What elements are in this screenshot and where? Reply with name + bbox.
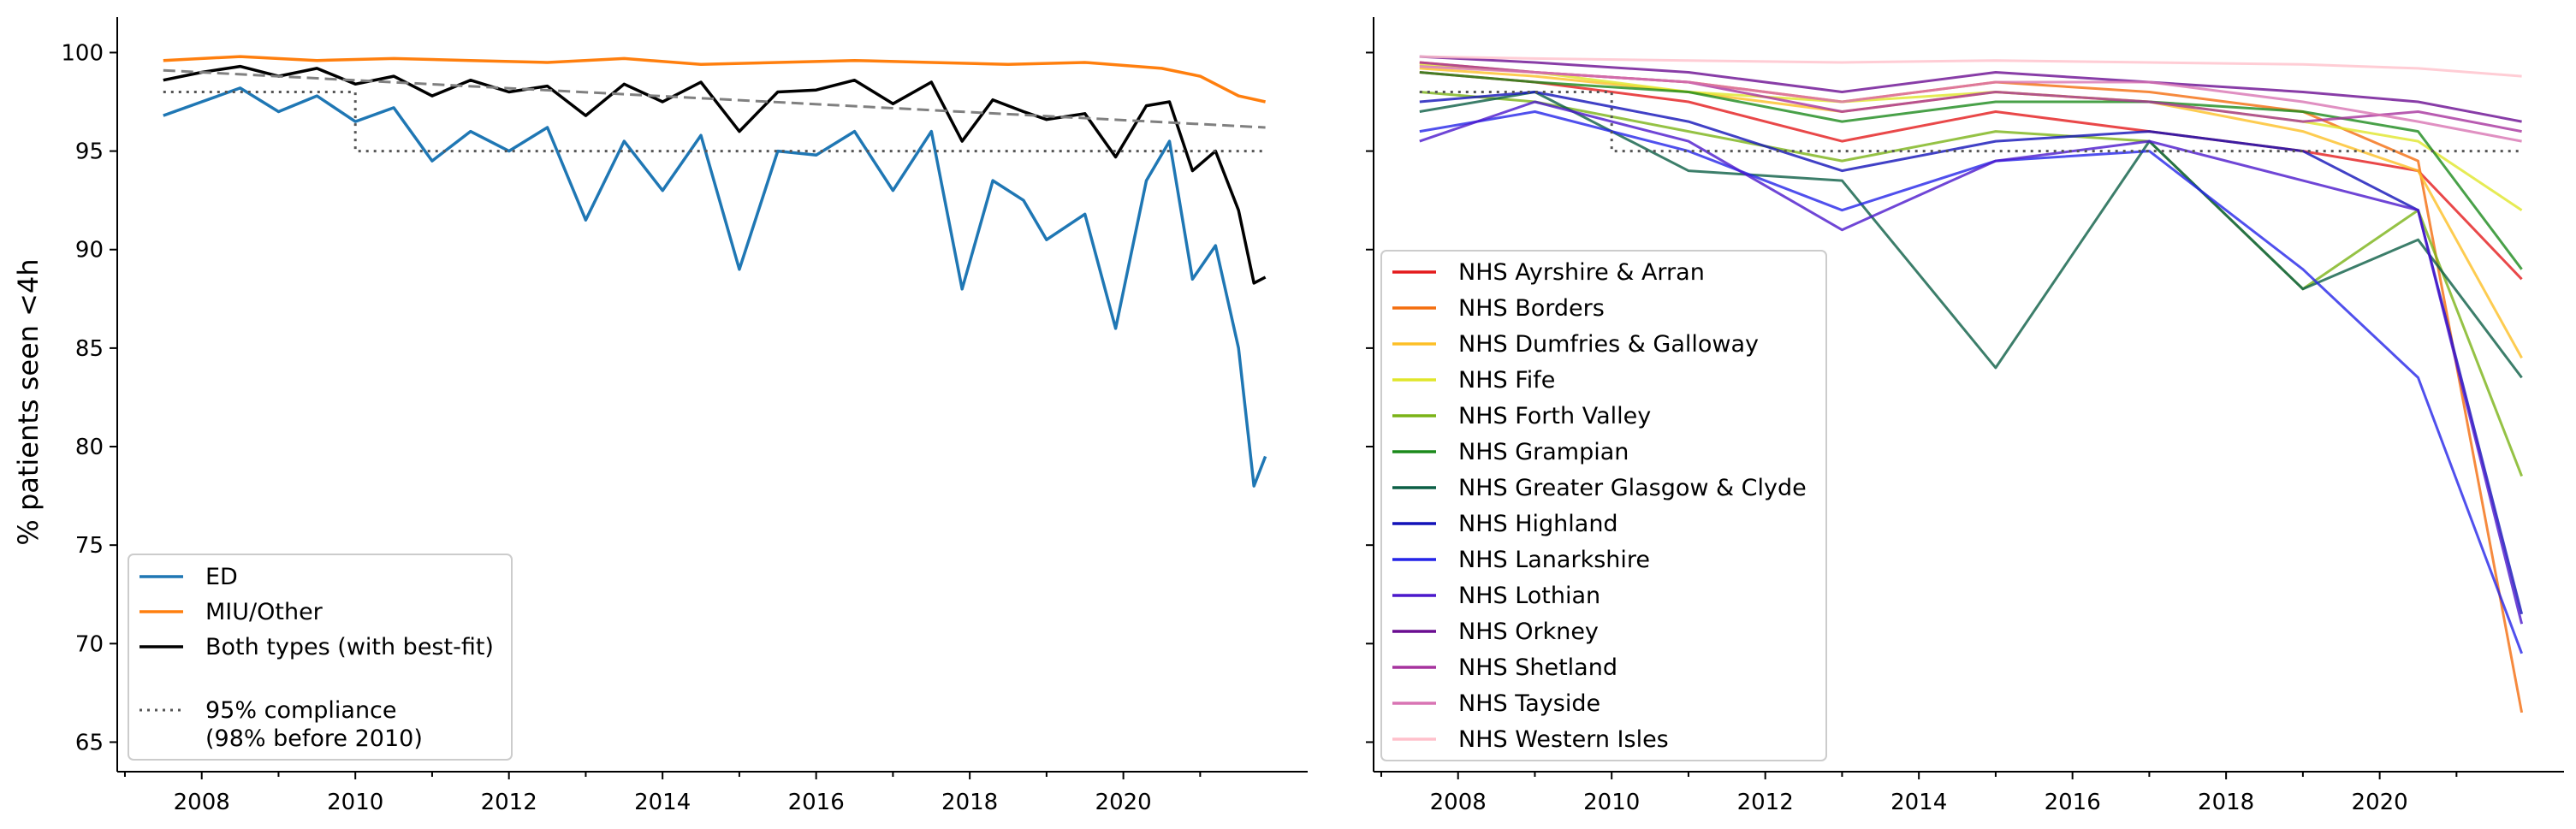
- y-tick-label: 70: [75, 631, 104, 657]
- y-tick-label: 100: [61, 40, 104, 66]
- series-line-9: [1419, 100, 2524, 625]
- series-line-7: [1419, 91, 2524, 615]
- legend-label-compliance: 95% compliance: [205, 697, 397, 724]
- y-tick-label: 85: [75, 336, 104, 362]
- legend-frame: [1380, 250, 1827, 761]
- series-line-6: [1419, 91, 2523, 379]
- legend-label: NHS Lothian: [1458, 583, 1600, 609]
- series-line-2: [163, 64, 1267, 285]
- x-tick-label: 2012: [481, 790, 537, 815]
- x-tick-label: 2010: [327, 790, 383, 815]
- legend-label: MIU/Other: [205, 599, 323, 625]
- right-chart-panel: 2008 2010 2012 2014 2016 2018 2020 NHS Ayrshire…: [1366, 17, 2564, 815]
- series-line-0: [163, 86, 1267, 488]
- legend-label: NHS Western Isles: [1458, 726, 1669, 753]
- x-tick-label: 2016: [2045, 790, 2101, 815]
- x-tick-label: 2014: [634, 790, 691, 815]
- x-tick-label: 2016: [788, 790, 845, 815]
- legend-label: NHS Shetland: [1458, 654, 1617, 681]
- x-tick-label: 2010: [1583, 790, 1640, 815]
- legend-label: NHS Fife: [1458, 367, 1555, 394]
- legend-label: NHS Highland: [1458, 511, 1618, 537]
- series-line-0: [1419, 71, 2523, 281]
- x-tick-label: 2018: [2198, 790, 2254, 815]
- y-axis-label: % patients seen <4h: [12, 258, 45, 545]
- legend-label: NHS Grampian: [1458, 439, 1629, 465]
- legend-label: NHS Forth Valley: [1458, 403, 1651, 429]
- x-tick-label: 2012: [1737, 790, 1794, 815]
- legend-frame: [128, 554, 513, 761]
- y-tick-label: 75: [75, 533, 104, 559]
- x-tick-label: 2008: [1430, 790, 1487, 815]
- y-tick-label: 90: [75, 238, 104, 264]
- legend-label: NHS Dumfries & Galloway: [1458, 331, 1759, 358]
- legend-label: NHS Borders: [1458, 295, 1605, 322]
- x-tick-label: 2020: [2352, 790, 2408, 815]
- x-tick-label: 2014: [1890, 790, 1947, 815]
- series-line-12: [1419, 65, 2522, 143]
- series-line-10: [1419, 55, 2522, 123]
- x-tick-label: 2020: [1095, 790, 1152, 815]
- legend-label: NHS Ayrshire & Arran: [1458, 259, 1705, 286]
- left-chart-panel: 65 70 75 80 85 90 95 100 2008 2010 2012 2014 2016 201…: [61, 17, 1308, 815]
- legend-label: NHS Lanarkshire: [1458, 547, 1650, 573]
- legend-label: ED: [205, 564, 238, 590]
- series-line-5: [1419, 71, 2523, 270]
- series-line-1: [163, 55, 1266, 104]
- legend-left: ED MIU/Other Both types (with best-fit) 95%…: [128, 554, 513, 761]
- legend-label: NHS Tayside: [1458, 690, 1600, 717]
- series-line-13: [1419, 55, 2522, 78]
- legend-label: NHS Greater Glasgow & Clyde: [1458, 475, 1807, 501]
- y-tick-label: 65: [75, 730, 104, 755]
- legend-label: Both types (with best-fit): [205, 634, 494, 660]
- x-tick-label: 2008: [174, 790, 230, 815]
- y-tick-label: 95: [75, 139, 104, 165]
- series-line-3: [163, 68, 1266, 129]
- y-tick-label: 80: [75, 435, 104, 460]
- legend-label-compliance-sub: (98% before 2010): [205, 725, 423, 752]
- legend-label: NHS Orkney: [1458, 619, 1599, 645]
- series-line-4: [1419, 91, 2523, 477]
- legend-right: NHS Ayrshire & Arran NHS Borders NHS Dumfr…: [1380, 250, 1827, 761]
- x-tick-label: 2018: [941, 790, 998, 815]
